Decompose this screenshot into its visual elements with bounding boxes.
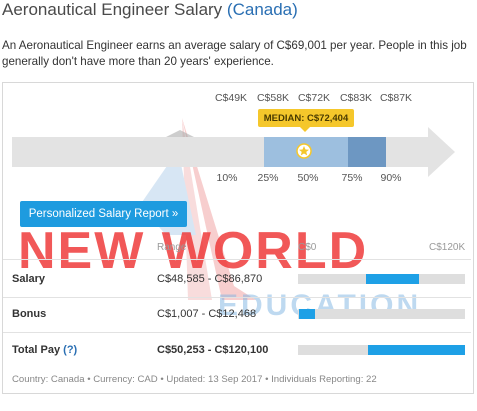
salary-range: C$48,585 - C$86,870 xyxy=(157,273,263,285)
percentile-75: 75% xyxy=(341,172,363,184)
total-pay-range-bar-track xyxy=(298,345,465,355)
amount-label-p50: C$72K xyxy=(297,92,331,104)
amount-label-p90: C$87K xyxy=(379,92,413,104)
percentile-50: 50% xyxy=(297,172,319,184)
table-divider xyxy=(3,297,471,298)
salary-range-bar-track xyxy=(298,274,465,284)
salary-label: Salary xyxy=(12,273,46,285)
range-column-header: Range xyxy=(157,242,187,253)
total-pay-range: C$50,253 - C$120,100 xyxy=(157,344,269,356)
salary-description: An Aeronautical Engineer earns an averag… xyxy=(2,39,467,68)
percentile-90: 90% xyxy=(380,172,402,184)
axis-max-label: C$120K xyxy=(429,242,466,253)
personalized-report-button[interactable]: Personalized Salary Report » xyxy=(20,201,187,227)
bonus-range-bar-track xyxy=(298,309,465,319)
amount-label-p75: C$83K xyxy=(339,92,373,104)
percentile-25: 25% xyxy=(257,172,279,184)
total-pay-range-bar xyxy=(367,345,465,355)
total-pay-text: Total Pay xyxy=(12,344,61,356)
axis-min-label: C$0 xyxy=(298,242,317,253)
table-divider xyxy=(3,259,471,260)
range-p50-p75 xyxy=(348,137,386,167)
salary-range-bar xyxy=(365,274,419,284)
page-title: Aeronautical Engineer Salary (Canada) xyxy=(2,0,298,20)
amount-label-p10: C$49K xyxy=(214,92,248,104)
total-pay-label: Total Pay (?) xyxy=(12,344,77,356)
bonus-range: C$1,007 - C$12,468 xyxy=(157,308,257,320)
percentile-10: 10% xyxy=(216,172,238,184)
region-link[interactable]: (Canada) xyxy=(226,0,298,19)
total-pay-help-link[interactable]: (?) xyxy=(63,344,78,356)
arrow-track xyxy=(12,127,455,177)
median-star-icon xyxy=(296,143,312,159)
title-text: Aeronautical Engineer Salary xyxy=(2,0,223,19)
bonus-range-bar xyxy=(299,309,316,319)
amount-label-p25: C$58K xyxy=(256,92,290,104)
footer-meta: Country: Canada • Currency: CAD • Update… xyxy=(12,374,377,385)
table-divider xyxy=(3,332,471,333)
median-badge: MEDIAN: C$72,404 xyxy=(258,109,354,132)
bonus-label: Bonus xyxy=(12,308,47,320)
